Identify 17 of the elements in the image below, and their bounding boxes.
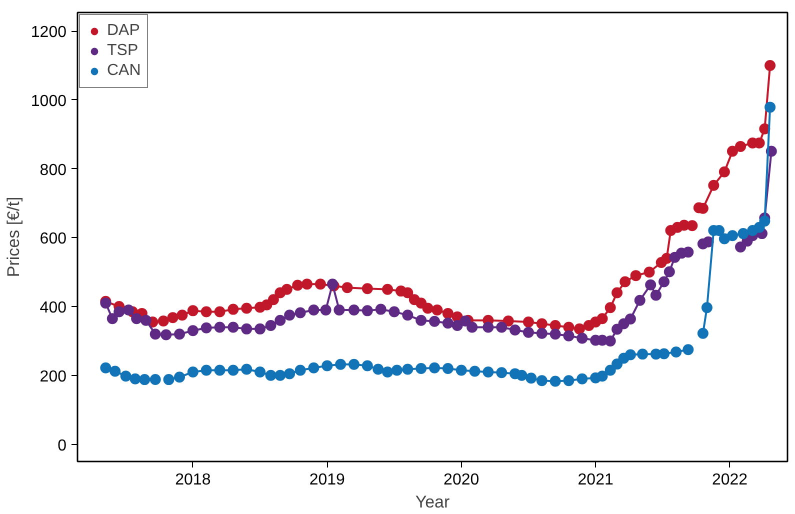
x-tick-label: 2018 [175,472,211,488]
y-tick-label: 400 [40,300,67,317]
legend-label: CAN [107,62,141,80]
y-tick-label: 600 [40,230,67,248]
x-tick-label: 2020 [444,472,480,488]
y-tick-label: 1000 [30,92,67,110]
y-tick-label: 0 [58,437,67,454]
y-axis-title: Prices [€/t] [4,196,23,278]
legend-label: TSP [107,42,138,60]
y-tick-label: 200 [40,368,67,386]
y-tick-label: 800 [40,162,67,179]
x-axis-title: Year [415,492,450,512]
x-tick-label: 2019 [309,472,346,488]
x-tick-label: 2021 [578,472,614,488]
legend-label: DAP [107,22,140,40]
y-tick-label: 1200 [30,24,67,42]
x-tick-label: 2022 [712,472,748,488]
